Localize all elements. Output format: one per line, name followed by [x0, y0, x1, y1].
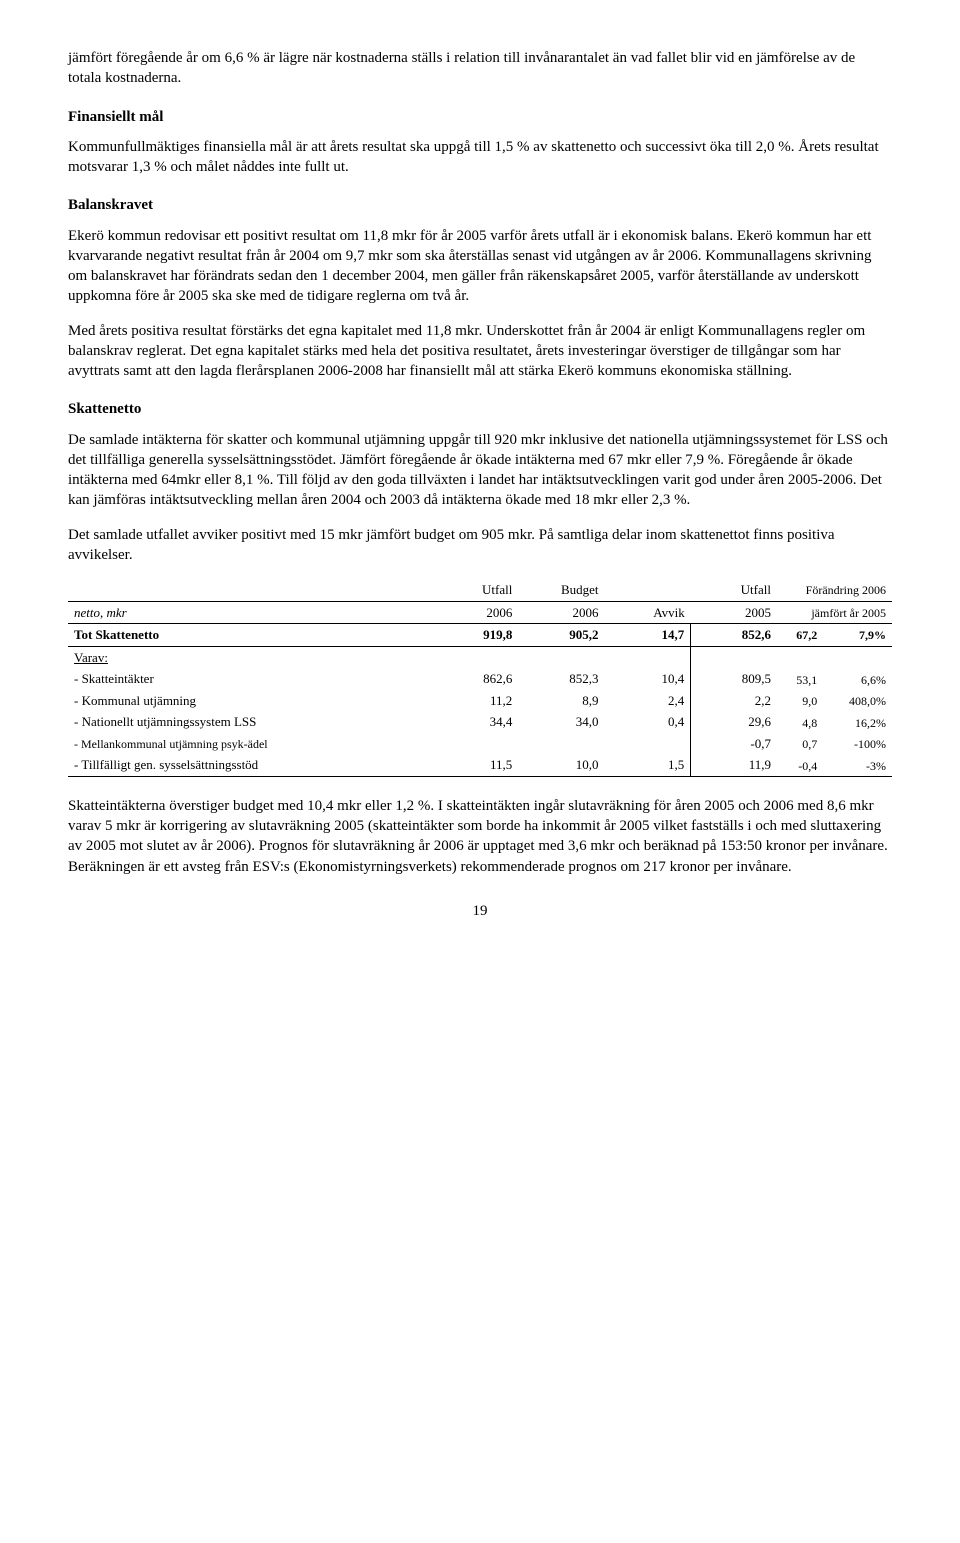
- cell: 4,8: [777, 711, 823, 733]
- table-row: - Mellankommunal utjämning psyk-ädel -0,…: [68, 733, 892, 755]
- cell: 6,6%: [823, 668, 892, 690]
- table-row: - Nationellt utjämningssystem LSS 34,4 3…: [68, 711, 892, 733]
- col-header: jämfört år 2005: [777, 601, 892, 624]
- cell: 0,7: [777, 733, 823, 755]
- cell: 34,4: [432, 711, 518, 733]
- body-paragraph: jämfört föregående år om 6,6 % är lägre …: [68, 48, 892, 89]
- col-header: Utfall: [432, 579, 518, 601]
- sum-value: 14,7: [605, 624, 691, 647]
- col-header: Avvik: [605, 601, 691, 624]
- row-label: - Nationellt utjämningssystem LSS: [68, 711, 432, 733]
- body-paragraph: Ekerö kommun redovisar ett positivt resu…: [68, 226, 892, 307]
- sum-value: 919,8: [432, 624, 518, 647]
- body-paragraph: Skatteintäkterna överstiger budget med 1…: [68, 796, 892, 877]
- cell: -3%: [823, 754, 892, 776]
- cell: 11,2: [432, 690, 518, 712]
- varav-label: Varav:: [68, 646, 432, 668]
- cell: 8,9: [518, 690, 604, 712]
- table-row: - Tillfälligt gen. sysselsättningsstöd 1…: [68, 754, 892, 776]
- cell: 408,0%: [823, 690, 892, 712]
- table-row: - Kommunal utjämning 11,2 8,9 2,4 2,2 9,…: [68, 690, 892, 712]
- cell: 10,4: [605, 668, 691, 690]
- cell: 29,6: [691, 711, 777, 733]
- cell: 862,6: [432, 668, 518, 690]
- cell: 16,2%: [823, 711, 892, 733]
- col-header: Budget: [518, 579, 604, 601]
- cell: 11,5: [432, 754, 518, 776]
- body-paragraph: Med årets positiva resultat förstärks de…: [68, 321, 892, 382]
- skattenetto-table: Utfall Budget Utfall Förändring 2006 net…: [68, 579, 892, 778]
- col-header: 2006: [518, 601, 604, 624]
- cell: 9,0: [777, 690, 823, 712]
- body-paragraph: Kommunfullmäktiges finansiella mål är at…: [68, 137, 892, 178]
- heading-skattenetto: Skattenetto: [68, 399, 892, 419]
- cell: -100%: [823, 733, 892, 755]
- body-paragraph: De samlade intäkterna för skatter och ko…: [68, 430, 892, 511]
- col-header: Utfall: [691, 579, 777, 601]
- cell: 2,2: [691, 690, 777, 712]
- cell: [432, 733, 518, 755]
- row-label: - Tillfälligt gen. sysselsättningsstöd: [68, 754, 432, 776]
- heading-balanskravet: Balanskravet: [68, 195, 892, 215]
- row-label: - Skatteintäkter: [68, 668, 432, 690]
- sum-label: Tot Skattenetto: [68, 624, 432, 647]
- cell: 809,5: [691, 668, 777, 690]
- cell: 10,0: [518, 754, 604, 776]
- row-label: - Mellankommunal utjämning psyk-ädel: [68, 733, 432, 755]
- cell: 1,5: [605, 754, 691, 776]
- cell: 2,4: [605, 690, 691, 712]
- sum-value: 852,6: [691, 624, 777, 647]
- sum-value: 67,2: [777, 624, 823, 647]
- cell: 34,0: [518, 711, 604, 733]
- cell: -0,4: [777, 754, 823, 776]
- cell: [518, 733, 604, 755]
- sum-value: 905,2: [518, 624, 604, 647]
- col-header: 2005: [691, 601, 777, 624]
- cell: 0,4: [605, 711, 691, 733]
- cell: [605, 733, 691, 755]
- col-header: Förändring 2006: [777, 579, 892, 601]
- cell: 11,9: [691, 754, 777, 776]
- col-header: 2006: [432, 601, 518, 624]
- body-paragraph: Det samlade utfallet avviker positivt me…: [68, 525, 892, 566]
- col-header: netto, mkr: [68, 601, 432, 624]
- heading-finansiellt-mal: Finansiellt mål: [68, 107, 892, 127]
- cell: 53,1: [777, 668, 823, 690]
- table-row: - Skatteintäkter 862,6 852,3 10,4 809,5 …: [68, 668, 892, 690]
- row-label: - Kommunal utjämning: [68, 690, 432, 712]
- sum-value: 7,9%: [823, 624, 892, 647]
- page-number: 19: [68, 901, 892, 921]
- cell: -0,7: [691, 733, 777, 755]
- cell: 852,3: [518, 668, 604, 690]
